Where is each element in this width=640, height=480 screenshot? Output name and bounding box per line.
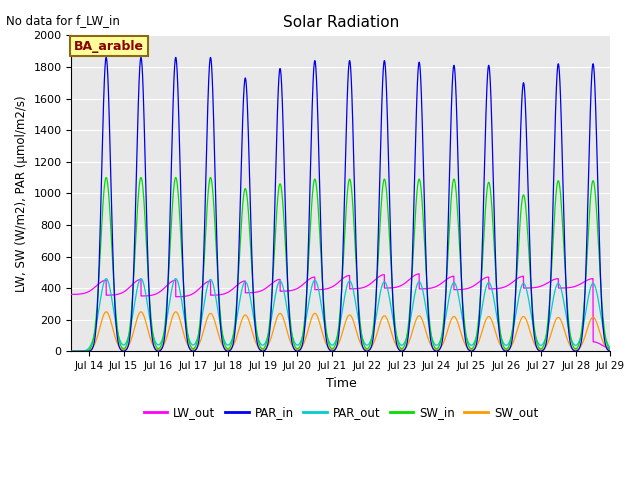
X-axis label: Time: Time — [326, 377, 356, 390]
Text: No data for f_LW_in: No data for f_LW_in — [6, 14, 120, 27]
Y-axis label: LW, SW (W/m2), PAR (μmol/m2/s): LW, SW (W/m2), PAR (μmol/m2/s) — [15, 95, 28, 292]
Text: BA_arable: BA_arable — [74, 39, 144, 52]
Title: Solar Radiation: Solar Radiation — [283, 15, 399, 30]
Legend: LW_out, PAR_in, PAR_out, SW_in, SW_out: LW_out, PAR_in, PAR_out, SW_in, SW_out — [139, 401, 543, 424]
